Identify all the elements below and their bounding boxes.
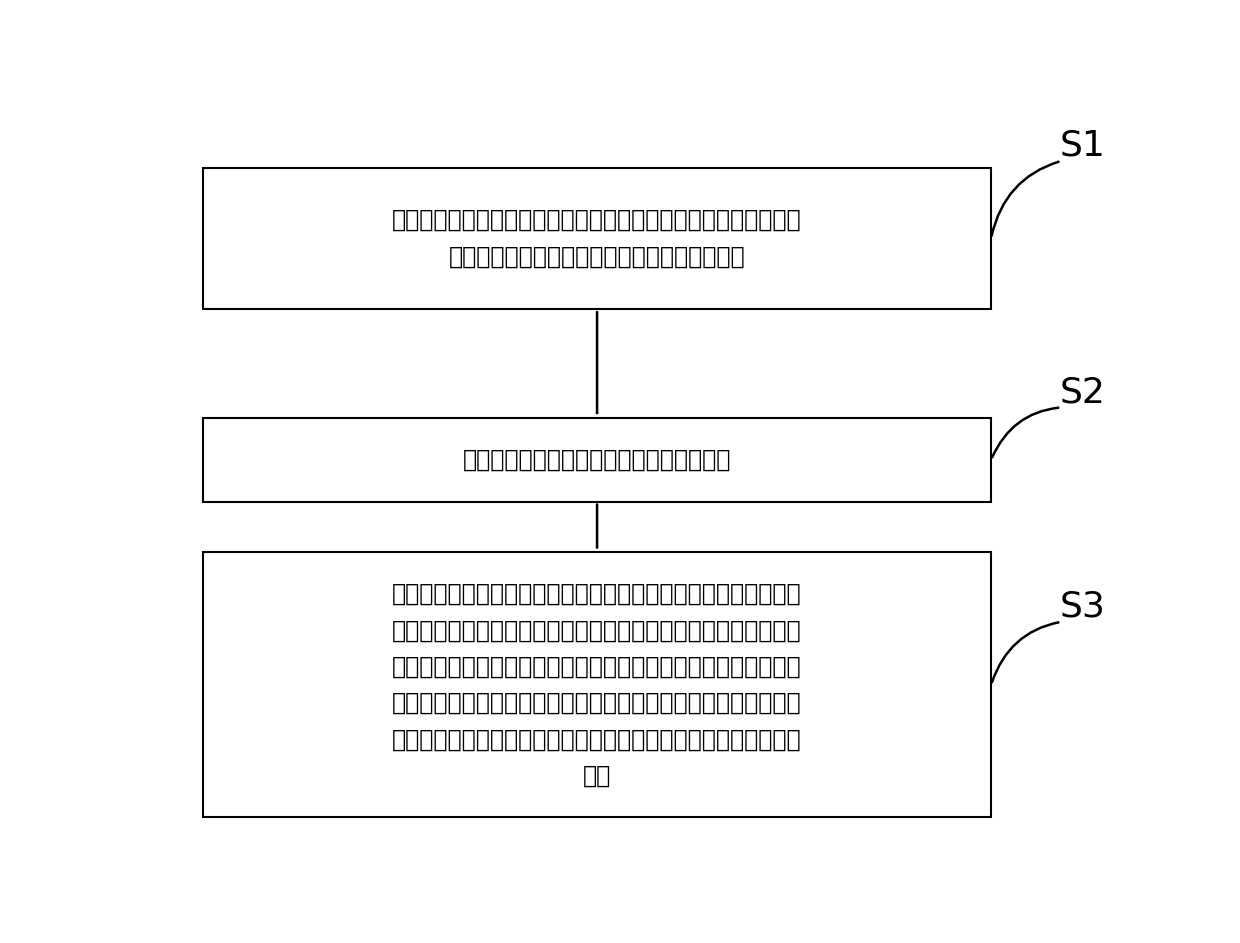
FancyBboxPatch shape <box>203 168 991 309</box>
FancyBboxPatch shape <box>203 418 991 502</box>
FancyBboxPatch shape <box>203 553 991 818</box>
FancyArrowPatch shape <box>992 407 1058 457</box>
Text: 针对多张交通违法图片中的所有合并线段，以所述两两合并线段之
间的最短距离作为距离衡量标准，采用基于线段间距可变聚类中心
的聚类方法对图像中的所有合并线段进行聚类: 针对多张交通违法图片中的所有合并线段，以所述两两合并线段之 间的最短距离作为距离… <box>392 582 802 787</box>
Text: S2: S2 <box>1059 375 1105 409</box>
Text: 分别对每一张交通违法图片进行车道线检测: 分别对每一张交通违法图片进行车道线检测 <box>463 448 732 472</box>
Text: S3: S3 <box>1059 590 1105 624</box>
FancyArrowPatch shape <box>992 622 1058 683</box>
FancyArrowPatch shape <box>992 162 1058 236</box>
Text: S1: S1 <box>1059 129 1105 163</box>
Text: 读入多张由同一交通违法抓拍设备沿相同视角拍摄到的交通违法图
片，每张交通违法图片中均含有待检测的车道线: 读入多张由同一交通违法抓拍设备沿相同视角拍摄到的交通违法图 片，每张交通违法图片… <box>392 208 802 269</box>
